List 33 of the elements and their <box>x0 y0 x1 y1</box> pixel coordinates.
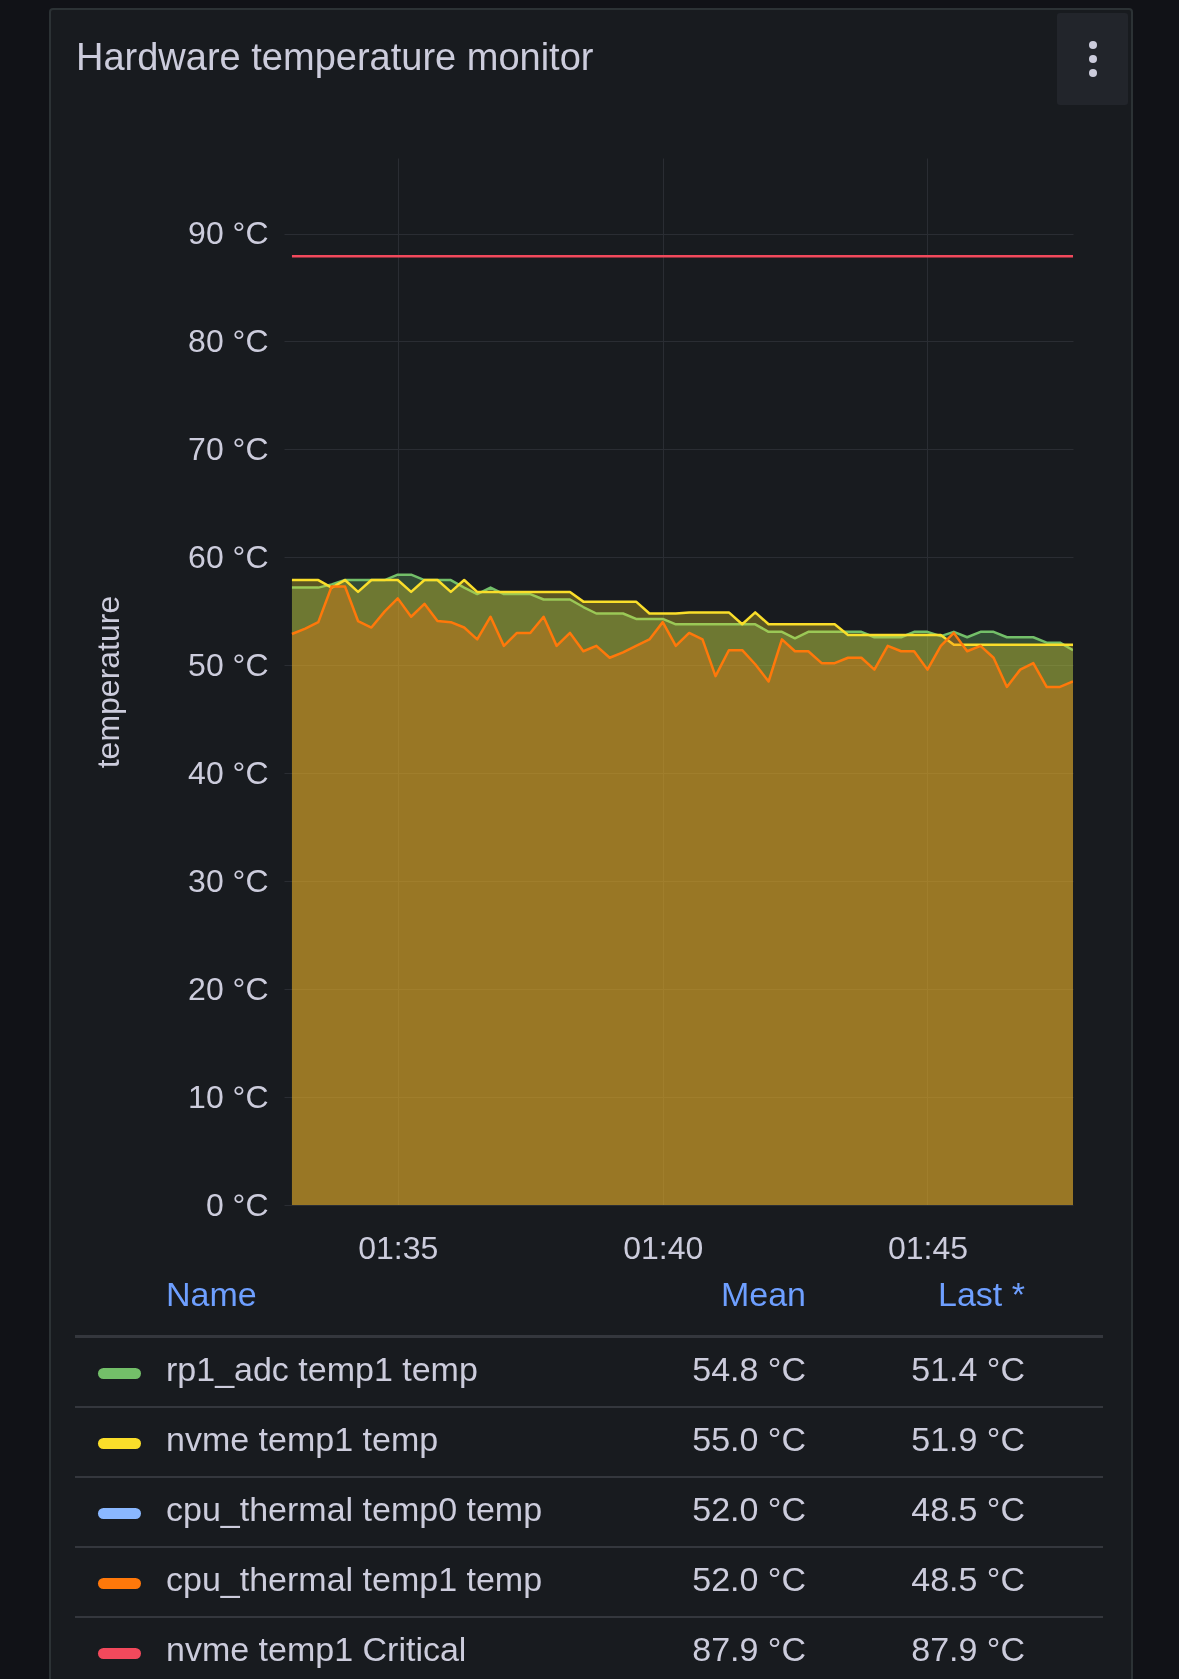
legend-label: cpu_thermal temp0 temp <box>166 1490 543 1529</box>
y-tick-label: 40 °C <box>188 754 269 791</box>
text: Mean <box>720 1275 806 1314</box>
y-tick-label: 0 °C <box>205 1186 269 1223</box>
text: 87.9 °C <box>692 1630 806 1669</box>
x-tick-label: 01:40 <box>623 1229 704 1266</box>
legend-label: nvme temp1 Critical <box>166 1630 467 1669</box>
legend-label: cpu_thermal temp1 temp <box>166 1560 543 1599</box>
text: 51.4 °C <box>911 1350 1025 1389</box>
text: 52.0 °C <box>692 1490 806 1529</box>
text: 51.9 °C <box>911 1420 1025 1459</box>
text: 87.9 °C <box>911 1630 1025 1669</box>
x-tick-label: 01:45 <box>887 1229 968 1266</box>
text: 54.8 °C <box>692 1350 806 1389</box>
y-tick-label: 10 °C <box>188 1078 269 1115</box>
y-tick-label: 90 °C <box>188 215 269 252</box>
x-tick-label: 01:35 <box>358 1229 439 1266</box>
legend-label: rp1_adc temp1 temp <box>166 1350 478 1389</box>
chart-title: Hardware temperature monitor <box>76 36 594 79</box>
text: Name <box>166 1275 257 1314</box>
text: 48.5 °C <box>911 1490 1025 1529</box>
text: Last * <box>938 1275 1025 1314</box>
text: 55.0 °C <box>692 1420 806 1459</box>
y-tick-label: 50 °C <box>188 646 269 683</box>
text: 48.5 °C <box>911 1560 1025 1599</box>
legend-label: nvme temp1 temp <box>166 1420 439 1459</box>
y-tick-label: 20 °C <box>188 970 269 1007</box>
y-tick-label: 70 °C <box>188 430 269 467</box>
y-axis-title: temperature <box>90 595 127 769</box>
text: 52.0 °C <box>692 1560 806 1599</box>
y-tick-label: 60 °C <box>188 538 269 575</box>
y-tick-label: 80 °C <box>188 322 269 359</box>
y-tick-label: 30 °C <box>188 862 269 899</box>
